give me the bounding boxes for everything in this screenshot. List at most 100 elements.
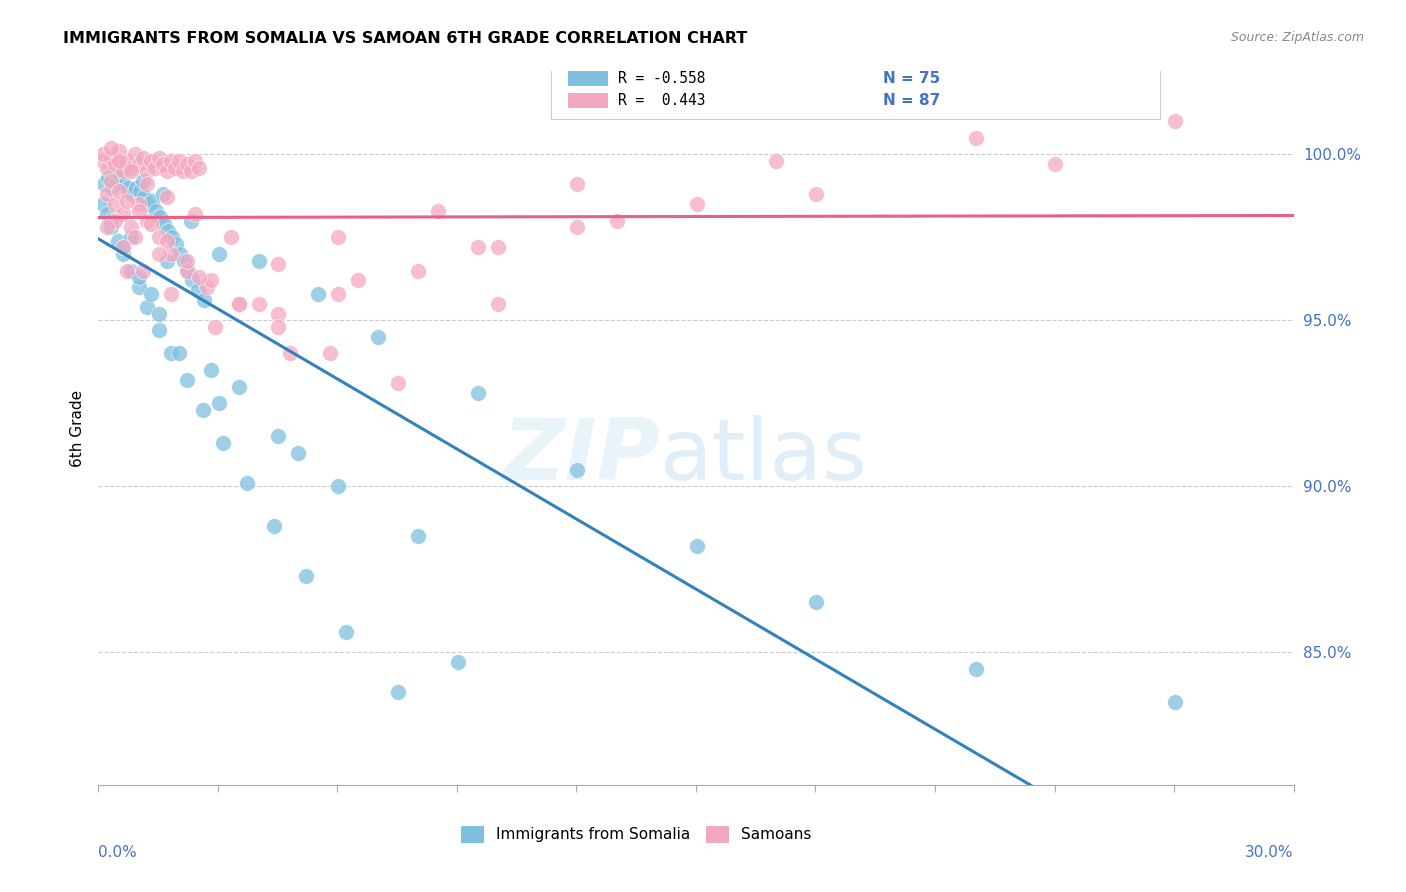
Point [486,240,509,254]
Point [165,236,187,251]
Point [153,217,176,231]
Point [96,161,118,175]
Point [139,153,162,168]
Text: N = 75: N = 75 [883,71,941,87]
Point [806,187,828,202]
Point [121,187,143,202]
Point [148,247,170,261]
Point [686,539,709,553]
Point [167,346,190,360]
Point [160,153,183,168]
Point [328,230,350,244]
Point [112,247,135,261]
Point [139,286,162,301]
Point [606,213,628,227]
Point [163,161,186,175]
Point [1045,157,1067,171]
Point [181,273,204,287]
Point [128,203,150,218]
Point [120,263,142,277]
Point [93,178,115,192]
Point [115,194,138,208]
Point [228,379,250,393]
FancyBboxPatch shape [568,93,609,108]
Point [149,211,172,225]
Point [195,280,218,294]
Point [128,157,150,171]
Point [467,240,489,254]
Point [176,263,198,277]
Point [136,213,159,227]
Point [567,463,589,477]
Text: R = -0.558: R = -0.558 [619,71,706,87]
Point [124,230,146,244]
Point [235,475,257,490]
Point [117,180,139,194]
Point [426,203,449,218]
Point [132,263,155,277]
Point [686,197,709,211]
Point [172,164,194,178]
Point [328,479,350,493]
Point [228,296,250,310]
Point [128,280,150,294]
Text: ZIP: ZIP [502,415,661,499]
Point [160,247,183,261]
Point [136,197,159,211]
Point [267,429,290,443]
Point [100,174,122,188]
Point [91,197,114,211]
Point [129,184,152,198]
Point [152,187,174,202]
Point [1164,114,1187,128]
Point [319,346,342,360]
Point [107,174,129,188]
Point [96,207,118,221]
Text: N = 87: N = 87 [883,93,941,108]
Point [387,376,409,391]
Point [110,167,132,181]
Y-axis label: 6th Grade: 6th Grade [69,390,84,467]
Point [156,234,179,248]
Point [156,164,179,178]
Point [128,197,150,211]
Point [307,286,329,301]
Point [184,207,207,221]
Point [148,151,170,165]
Point [104,197,127,211]
Point [567,178,589,192]
Point [96,187,118,202]
Point [1164,695,1187,709]
Point [567,220,589,235]
Point [267,257,290,271]
Point [104,164,127,178]
Point [169,247,191,261]
Point [136,164,159,178]
Point [280,346,302,360]
Point [167,153,190,168]
Point [219,230,242,244]
Point [295,569,318,583]
Point [120,164,142,178]
Point [136,300,159,314]
Point [267,307,290,321]
Point [486,296,509,310]
Point [263,519,285,533]
Point [387,685,409,699]
Point [112,207,135,221]
Point [115,157,138,171]
Point [132,151,155,165]
Point [96,220,118,235]
Point [187,270,209,285]
Point [148,230,170,244]
Point [91,147,114,161]
Point [180,213,202,227]
Point [112,240,135,254]
Point [187,284,209,298]
Point [156,190,179,204]
Point [143,161,166,175]
FancyBboxPatch shape [568,71,609,87]
Point [108,144,131,158]
Point [328,286,350,301]
Point [173,253,195,268]
